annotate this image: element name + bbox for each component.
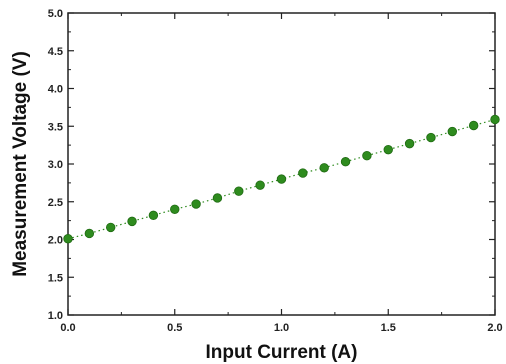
- data-point: [468, 120, 479, 131]
- data-point: [84, 228, 95, 239]
- y-tick-label: 5.0: [48, 8, 63, 20]
- y-tick-label: 2.5: [48, 197, 63, 209]
- y-tick-label: 1.0: [48, 310, 63, 322]
- x-tick-label: 1.0: [274, 322, 289, 334]
- y-axis-title: Measurement Voltage (V): [10, 51, 31, 277]
- data-point: [255, 180, 265, 190]
- y-tick-label: 1.5: [48, 272, 63, 284]
- data-point: [191, 199, 201, 209]
- data-point: [234, 186, 244, 196]
- y-tick-label: 3.5: [48, 121, 63, 133]
- data-point: [404, 138, 415, 149]
- plot-frame: [67, 12, 496, 316]
- data-point: [276, 174, 287, 184]
- data-point: [63, 234, 73, 244]
- data-point: [148, 210, 159, 221]
- x-axis-title: Input Current (A): [206, 342, 358, 363]
- x-tick-label: 1.5: [381, 322, 396, 334]
- y-tick-label: 2.0: [48, 235, 63, 247]
- x-tick-label: 0.0: [60, 322, 75, 334]
- data-point: [319, 163, 329, 173]
- data-points: [63, 114, 500, 244]
- data-point: [362, 150, 372, 161]
- data-point: [447, 126, 458, 137]
- data-point: [298, 168, 308, 178]
- y-tick-label: 4.0: [48, 84, 63, 96]
- x-tick-label: 0.5: [167, 322, 182, 334]
- data-point: [212, 193, 223, 203]
- data-point: [340, 157, 351, 167]
- data-point: [105, 222, 116, 233]
- y-tick-label: 4.5: [48, 46, 63, 58]
- axis-ticks: 0.0 0.5 1.0 1.5 2.0 1.0 1.5 2.0 2.5 3.0 3.5 4.0 4.5 5…: [48, 8, 503, 334]
- x-tick-label: 2.0: [487, 322, 502, 334]
- data-point: [426, 132, 436, 143]
- data-point: [170, 204, 180, 215]
- data-point: [127, 216, 137, 227]
- data-point: [383, 144, 393, 155]
- data-point: [490, 114, 500, 125]
- y-tick-label: 3.0: [48, 159, 63, 171]
